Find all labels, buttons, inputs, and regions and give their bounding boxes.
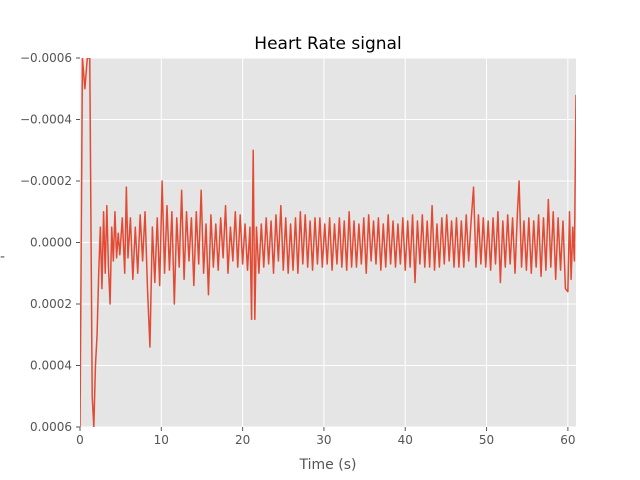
series-layer	[80, 58, 576, 427]
series-line	[80, 58, 576, 427]
x-tick-label: 30	[316, 433, 331, 447]
y-axis-label: -	[0, 249, 5, 265]
x-tick-label: 40	[398, 433, 413, 447]
x-tick-label: 0	[76, 433, 84, 447]
x-axis: 0 10 20 30 40 50 60	[76, 427, 576, 447]
y-tick-label: 0.0006	[30, 420, 72, 434]
x-tick-label: 10	[154, 433, 169, 447]
y-tick-label: −0.0004	[20, 113, 72, 127]
x-axis-label: Time (s)	[299, 457, 357, 473]
y-tick-label: 0.0004	[30, 359, 72, 373]
x-tick-label: 20	[235, 433, 250, 447]
x-tick-label: 60	[560, 433, 575, 447]
y-tick-label: 0.0002	[30, 297, 72, 311]
x-tick-label: 50	[479, 433, 494, 447]
y-axis: −0.0006 −0.0004 −0.0002 0.0000 0.0002 0.0004 0…	[20, 51, 80, 434]
chart-title: Heart Rate signal	[254, 34, 401, 54]
y-tick-label: −0.0002	[20, 174, 72, 188]
y-tick-label: −0.0006	[20, 51, 72, 65]
y-tick-label: 0.0000	[30, 236, 72, 250]
